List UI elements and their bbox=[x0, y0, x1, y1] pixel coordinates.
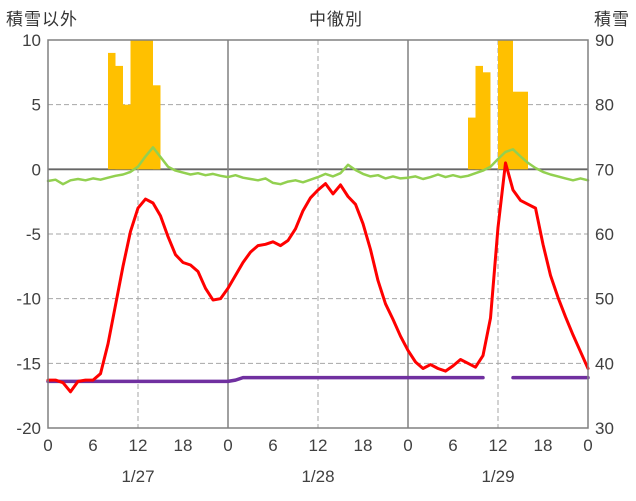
x-tick-label: 6 bbox=[88, 436, 97, 455]
y-right-tick-label: 80 bbox=[595, 96, 614, 115]
sunshine-bar bbox=[123, 104, 131, 170]
y-right-tick-label: 40 bbox=[595, 354, 614, 373]
x-tick-label: 12 bbox=[309, 436, 328, 455]
station-title: 中徹別 bbox=[309, 10, 363, 29]
y-left-tick-label: -20 bbox=[16, 419, 41, 438]
sunshine-bar bbox=[130, 40, 138, 170]
x-tick-label: 6 bbox=[268, 436, 277, 455]
sunshine-bar bbox=[108, 52, 116, 170]
x-tick-label: 12 bbox=[489, 436, 508, 455]
right-axis-title: 積雪 bbox=[594, 10, 630, 29]
x-tick-label: 0 bbox=[43, 436, 52, 455]
x-tick-label: 18 bbox=[354, 436, 373, 455]
x-tick-label: 0 bbox=[223, 436, 232, 455]
sunshine-bar bbox=[475, 65, 483, 170]
y-left-tick-label: -15 bbox=[16, 354, 41, 373]
sunshine-bar bbox=[153, 85, 161, 170]
y-right-tick-label: 70 bbox=[595, 160, 614, 179]
red-line bbox=[46, 161, 590, 394]
sunshine-bar bbox=[505, 40, 513, 170]
sunshine-bar bbox=[115, 65, 123, 170]
y-left-tick-label: -10 bbox=[16, 290, 41, 309]
x-tick-label: 6 bbox=[448, 436, 457, 455]
sunshine-bar bbox=[468, 117, 476, 170]
y-left-tick-label: -5 bbox=[26, 225, 41, 244]
x-tick-label: 0 bbox=[583, 436, 592, 455]
x-tick-label: 18 bbox=[534, 436, 553, 455]
y-left-tick-label: 10 bbox=[22, 31, 41, 50]
date-label: 1/29 bbox=[481, 467, 514, 486]
date-label: 1/27 bbox=[121, 467, 154, 486]
sunshine-bar bbox=[145, 40, 153, 170]
purple-line bbox=[46, 375, 590, 384]
sunshine-bar bbox=[513, 91, 521, 170]
green-line bbox=[46, 146, 590, 186]
x-tick-label: 12 bbox=[129, 436, 148, 455]
chart-header: 積雪以外 中徹別 積雪 bbox=[6, 5, 630, 30]
x-tick-label: 18 bbox=[174, 436, 193, 455]
y-left-tick-label: 0 bbox=[32, 160, 41, 179]
y-right-tick-label: 60 bbox=[595, 225, 614, 244]
left-axis-title: 積雪以外 bbox=[6, 10, 78, 29]
y-right-tick-label: 50 bbox=[595, 290, 614, 309]
y-right-tick-label: 30 bbox=[595, 419, 614, 438]
y-left-tick-label: 5 bbox=[32, 96, 41, 115]
sunshine-bar bbox=[520, 91, 528, 170]
date-label: 1/28 bbox=[301, 467, 334, 486]
plot-frame bbox=[47, 39, 589, 429]
sunshine-bar bbox=[498, 40, 506, 170]
sunshine-bar bbox=[483, 72, 491, 170]
y-right-tick-label: 90 bbox=[595, 31, 614, 50]
x-tick-label: 0 bbox=[403, 436, 412, 455]
sunshine-bar bbox=[138, 40, 146, 170]
